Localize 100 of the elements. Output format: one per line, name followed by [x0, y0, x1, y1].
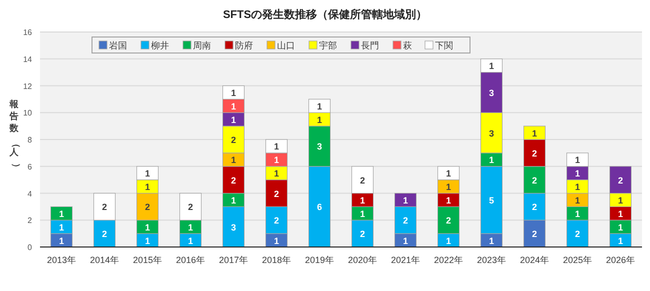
data-label: 1 [58, 222, 64, 232]
legend-item: 山口 [266, 40, 295, 50]
data-label: 1 [144, 236, 150, 246]
data-label: 1 [188, 222, 194, 232]
data-label: 1 [274, 155, 280, 166]
data-label: 1 [446, 195, 452, 206]
y-tick-label: 10 [23, 108, 33, 118]
y-axis-title: 報告数（人） [10, 99, 22, 172]
data-label: 1 [574, 155, 580, 166]
legend-item: 長門 [350, 40, 379, 50]
legend-item: 柳井 [140, 40, 169, 50]
legend-item: 下関 [424, 40, 453, 50]
y-tick-label: 8 [28, 136, 33, 144]
data-label: 3 [488, 88, 494, 98]
data-label: 1 [618, 195, 624, 206]
y-tick-label: 4 [28, 189, 33, 198]
y-tick-label: 14 [23, 54, 33, 64]
data-label: 1 [574, 182, 580, 192]
x-tick-label: 2014年 [90, 255, 120, 265]
legend-item: 萩 [392, 40, 412, 50]
data-label: 2 [618, 175, 624, 186]
data-label: 1 [274, 236, 280, 246]
data-label: 2 [274, 188, 280, 199]
data-label: 1 [574, 195, 580, 206]
legend-item: 宇部 [308, 40, 337, 50]
x-tick-label: 2026年 [606, 255, 636, 265]
data-label: 1 [618, 208, 624, 219]
x-tick-label: 2025年 [562, 255, 592, 265]
data-label: 2 [532, 229, 538, 240]
data-label: 1 [58, 236, 64, 246]
data-label: 2 [532, 148, 538, 158]
data-label: 1 [446, 182, 452, 192]
data-label: 1 [316, 114, 322, 125]
data-label: 3 [230, 222, 236, 232]
data-label: 1 [446, 236, 452, 246]
legend-label: 山口 [277, 40, 295, 50]
data-label: 1 [446, 168, 452, 179]
data-label: 3 [316, 142, 322, 152]
data-label: 1 [532, 128, 538, 138]
data-label: 2 [274, 216, 280, 226]
y-tick-label: 0 [28, 243, 33, 252]
data-label: 1 [618, 222, 624, 232]
data-label: 1 [316, 101, 322, 112]
data-label: 2 [402, 216, 408, 226]
x-tick-label: 2020年 [348, 255, 378, 265]
x-tick-label: 2023年 [476, 255, 506, 265]
legend-label: 下関 [435, 40, 453, 50]
data-label: 1 [274, 168, 280, 179]
data-label: 1 [360, 195, 366, 206]
y-tick-label: 2 [28, 216, 33, 226]
data-label: 2 [446, 216, 452, 226]
data-label: 1 [402, 195, 408, 206]
x-tick-label: 2018年 [262, 255, 292, 265]
data-label: 1 [574, 208, 580, 219]
data-label: 1 [574, 168, 580, 179]
legend-label: 宇部 [319, 40, 337, 50]
data-label: 2 [360, 175, 366, 186]
data-label: 1 [402, 236, 408, 246]
x-tick-label: 2017年 [218, 255, 248, 265]
data-label: 2 [144, 202, 150, 212]
chart-title: SFTSの発生数推移（保健所管轄地域別） [222, 8, 428, 21]
data-label: 1 [230, 88, 236, 98]
legend-label: 萩 [403, 40, 412, 50]
legend-label: 周南 [193, 40, 211, 50]
data-label: 2 [230, 135, 236, 145]
data-label: 6 [316, 202, 322, 212]
data-label: 1 [144, 168, 150, 179]
data-label: 1 [230, 195, 236, 206]
data-label: 2 [102, 202, 108, 212]
x-tick-label: 2016年 [176, 255, 206, 265]
data-label: 2 [532, 202, 538, 212]
legend-label: 岩国 [109, 40, 127, 50]
data-label: 3 [488, 128, 494, 138]
data-label: 1 [188, 236, 194, 246]
data-label: 2 [360, 229, 366, 240]
legend-item: 周南 [182, 40, 211, 50]
data-label: 1 [488, 155, 494, 166]
legend-item: 防府 [224, 40, 253, 50]
x-tick-label: 2019年 [304, 255, 334, 265]
data-label: 1 [230, 101, 236, 112]
data-label: 1 [144, 222, 150, 232]
data-label: 1 [230, 114, 236, 125]
data-label: 5 [488, 195, 494, 206]
y-tick-label: 6 [28, 162, 33, 172]
data-label: 1 [274, 142, 280, 152]
data-label: 2 [532, 175, 538, 186]
data-label: 2 [102, 229, 108, 240]
x-tick-label: 2021年 [390, 255, 420, 265]
legend-label: 柳井 [151, 40, 169, 50]
x-tick-label: 2022年 [434, 255, 464, 265]
legend-label: 長門 [361, 40, 379, 50]
data-label: 1 [488, 61, 494, 72]
data-label: 1 [618, 236, 624, 246]
data-label: 2 [574, 229, 580, 240]
legend-label: 防府 [235, 40, 253, 50]
data-label: 1 [488, 236, 494, 246]
data-label: 2 [188, 202, 194, 212]
x-tick-label: 2013年 [46, 255, 76, 265]
y-tick-label: 16 [23, 28, 33, 37]
data-label: 1 [58, 208, 64, 219]
